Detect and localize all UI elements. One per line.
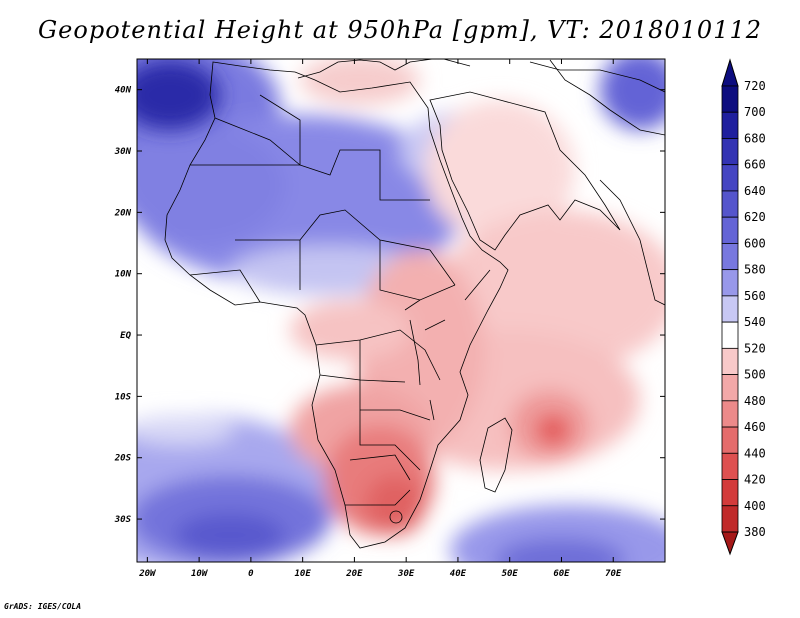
colorbar-swatch [721,85,739,113]
lat-tick-label: 30N [114,147,132,157]
lon-tick-label: 40E [450,569,467,579]
colorbar-swatch [721,190,739,218]
lon-tick-label: 70E [605,569,622,579]
colorbar-label: 660 [744,158,766,172]
lat-tick-label: EQ [120,331,131,341]
lon-tick-label: 50E [502,569,519,579]
colorbar-label: 400 [744,499,766,513]
map-chart: 20W 10W 0 10E 20E 30E 40E 50E 60E 70E 40N 30N 20N 10N… [114,58,766,579]
colorbar-label: 500 [744,368,766,382]
colorbar-swatch [721,216,739,244]
lat-tick-label: 20N [114,208,132,218]
lon-tick-label: 0 [248,569,254,579]
colorbar-label: 480 [744,394,766,408]
colorbar-swatch [721,479,739,507]
colorbar-swatch [721,374,739,402]
colorbar-swatch [721,400,739,428]
lat-tick-label: 30S [114,515,132,525]
colorbar-label: 560 [744,289,766,303]
colorbar-label: 600 [744,236,766,250]
colorbar-label: 620 [744,210,766,224]
colorbar-label: 460 [744,420,766,434]
map-axes: 20W 10W 0 10E 20E 30E 40E 50E 60E 70E 40N 30N 20N 10N… [114,59,665,579]
colorbar-label: 680 [744,131,766,145]
colorbar-swatch [721,111,739,139]
coastlines [164,59,665,549]
colorbar-label: 420 [744,473,766,487]
colorbar-swatch [721,505,739,533]
colorbar-label: 720 [744,79,766,93]
colorbar-label: 540 [744,315,766,329]
colorbar-swatch [721,452,739,480]
lat-tick-label: 10N [115,270,132,280]
colorbar-label: 440 [744,446,766,460]
lon-tick-label: 20E [345,569,363,579]
colorbar-swatch [721,295,739,323]
colorbar-swatch [721,164,739,192]
colorbar-label: 700 [744,105,766,119]
geopotential-field [137,59,665,562]
colorbar-swatch [721,269,739,297]
colorbar-label: 640 [744,184,766,198]
lon-tick-label: 60E [553,569,570,579]
lon-tick-label: 20W [138,569,157,579]
lon-tick-label: 10W [191,569,209,579]
lat-tick-label: 40N [115,86,132,96]
chart-title: Geopotential Height at 950hPa [gpm], VT:… [38,16,762,44]
colorbar-swatch [721,321,739,349]
colorbar-top-arrow [721,58,739,87]
lat-tick-label: 10S [115,392,132,402]
colorbar-swatch [721,243,739,271]
lat-tick-label: 20S [114,454,132,464]
credit-label: GrADS: IGES/COLA [4,602,82,611]
plot-frame [136,58,666,563]
lon-tick-label: 10E [295,569,312,579]
colorbar-swatch [721,426,739,454]
colorbar-label: 580 [744,263,766,277]
colorbar-bottom-arrow [721,531,739,556]
colorbar-swatch [721,138,739,166]
colorbar-swatch [721,347,739,375]
lon-tick-label: 30E [397,569,415,579]
colorbar-label: 520 [744,341,766,355]
colorbar: 720 700 680 660 640 620 600 580 560 540 520 500 480 4… [721,58,766,556]
colorbar-label: 380 [744,525,766,539]
